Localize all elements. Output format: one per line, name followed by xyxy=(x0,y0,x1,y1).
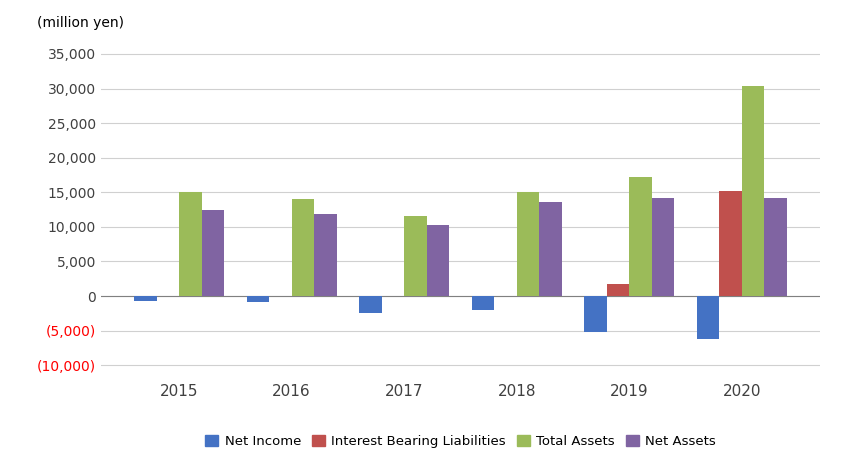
Bar xyxy=(134,296,156,301)
Text: (million yen): (million yen) xyxy=(37,16,123,30)
Bar xyxy=(584,296,606,332)
Bar xyxy=(471,296,494,310)
Bar xyxy=(291,199,314,296)
Bar xyxy=(403,217,426,296)
Bar xyxy=(179,192,202,296)
Bar xyxy=(741,86,764,296)
Bar xyxy=(538,202,561,296)
Bar xyxy=(764,198,786,296)
Bar xyxy=(426,225,449,296)
Bar xyxy=(246,296,269,302)
Legend: Net Income, Interest Bearing Liabilities, Total Assets, Net Assets: Net Income, Interest Bearing Liabilities… xyxy=(199,430,721,453)
Bar xyxy=(606,284,629,296)
Bar xyxy=(651,198,674,296)
Bar xyxy=(359,296,381,313)
Bar xyxy=(629,177,651,296)
Bar xyxy=(517,192,538,296)
Bar xyxy=(718,191,741,296)
Bar xyxy=(202,210,224,296)
Bar xyxy=(696,296,718,339)
Bar xyxy=(314,214,336,296)
